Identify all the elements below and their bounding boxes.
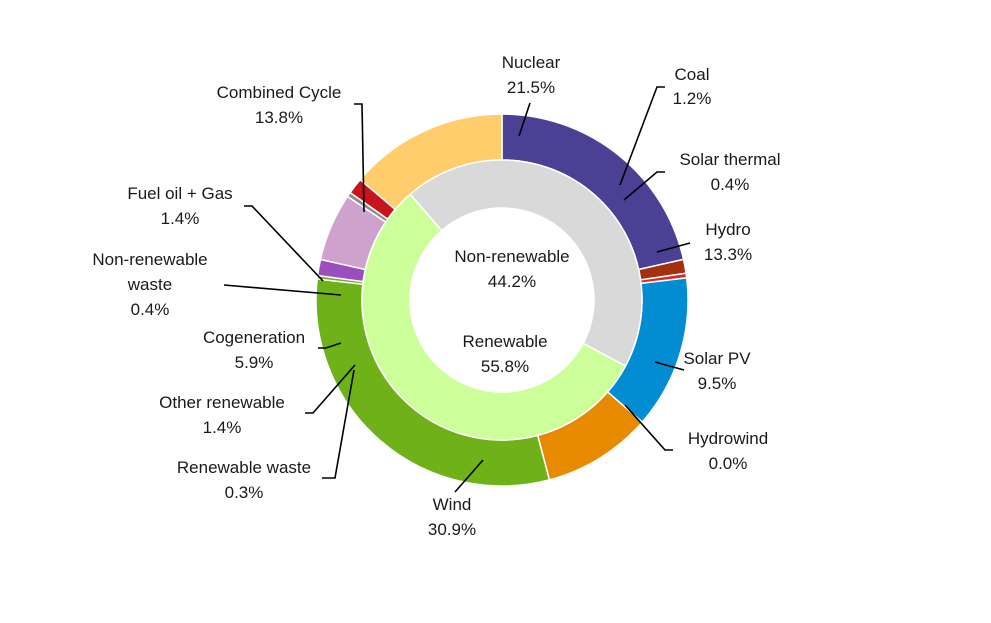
- inner-ring-labels: Non-renewable 44.2% Renewable 55.8%: [454, 247, 569, 376]
- label-other-renewable: Other renewable 1.4%: [159, 393, 285, 437]
- label-name-non-renewable-waste: Non-renewable: [92, 250, 207, 269]
- label-value-cogeneration: 5.9%: [235, 353, 274, 372]
- leader-other-renewable: [305, 364, 356, 414]
- label-name-hydrowind: Hydrowind: [688, 429, 768, 448]
- inner-label-non-renewable: Non-renewable 44.2%: [454, 247, 569, 291]
- label-renewable-waste: Renewable waste 0.3%: [177, 458, 311, 502]
- leader-coal: [619, 86, 665, 186]
- label-value-non-renewable-waste: 0.4%: [131, 300, 170, 319]
- leader-solar-thermal: [623, 171, 665, 201]
- label-name-solar-thermal: Solar thermal: [679, 150, 780, 169]
- leader-nuclear: [518, 102, 531, 137]
- label-value-combined-cycle: 13.8%: [255, 108, 303, 127]
- leader-wind: [454, 459, 484, 493]
- label-value-renewable-waste: 0.3%: [225, 483, 264, 502]
- label-wind: Wind 30.9%: [428, 495, 476, 539]
- label-non-renewable-waste: Non-renewable waste 0.4%: [92, 250, 207, 319]
- label-nuclear: Nuclear 21.5%: [502, 53, 561, 97]
- inner-slice-non-renewable: [409, 159, 643, 368]
- inner-slice-renewable: [361, 193, 627, 441]
- label-name-other-renewable: Other renewable: [159, 393, 285, 412]
- label-value-hydrowind: 0.0%: [709, 454, 748, 473]
- leader-non-renewable-waste: [223, 284, 342, 296]
- label-value-other-renewable: 1.4%: [203, 418, 242, 437]
- label-value-solar-pv: 9.5%: [698, 374, 737, 393]
- label-name-coal: Coal: [675, 65, 710, 84]
- label-name-solar-pv: Solar PV: [683, 349, 751, 368]
- label-solar-pv: Solar PV 9.5%: [683, 349, 751, 393]
- inner-label-renewable: Renewable 55.8%: [462, 332, 547, 376]
- label-value-solar-thermal: 0.4%: [711, 175, 750, 194]
- inner-label-name-renewable: Renewable: [462, 332, 547, 351]
- label-name-combined-cycle: Combined Cycle: [217, 83, 342, 102]
- inner-ring: [361, 159, 643, 441]
- leader-combined-cycle: [354, 103, 365, 213]
- label-hydro: Hydro 13.3%: [704, 220, 752, 264]
- leader-renewable-waste: [322, 369, 355, 479]
- label-name-cogeneration: Cogeneration: [203, 328, 305, 347]
- inner-label-name-non-renewable: Non-renewable: [454, 247, 569, 266]
- label-value-wind: 30.9%: [428, 520, 476, 539]
- label-value-hydro: 13.3%: [704, 245, 752, 264]
- leader-hydrowind: [624, 404, 673, 451]
- inner-label-value-non-renewable: 44.2%: [488, 272, 536, 291]
- leader-cogeneration: [318, 342, 342, 349]
- label-value-coal: 1.2%: [673, 89, 712, 108]
- label-value-nuclear: 21.5%: [507, 78, 555, 97]
- label-name-hydro: Hydro: [705, 220, 750, 239]
- label-solar-thermal: Solar thermal 0.4%: [679, 150, 780, 194]
- label-fuel-oil-gas: Fuel oil + Gas 1.4%: [127, 184, 232, 228]
- label-hydrowind: Hydrowind 0.0%: [688, 429, 768, 473]
- label-name-fuel-oil-gas: Fuel oil + Gas: [127, 184, 232, 203]
- label-name-non-renewable-waste: waste: [127, 275, 172, 294]
- label-coal: Coal 1.2%: [673, 65, 712, 108]
- leader-hydro: [656, 242, 691, 253]
- label-name-renewable-waste: Renewable waste: [177, 458, 311, 477]
- label-cogeneration: Cogeneration 5.9%: [203, 328, 305, 372]
- label-value-fuel-oil-gas: 1.4%: [161, 209, 200, 228]
- slice-labels: Nuclear 21.5% Coal 1.2% Solar thermal 0.4% Hyd…: [92, 53, 780, 539]
- label-combined-cycle: Combined Cycle 13.8%: [217, 83, 342, 127]
- leader-solar-pv: [654, 361, 685, 371]
- leader-fuel-oil-gas: [244, 205, 324, 282]
- label-name-wind: Wind: [433, 495, 472, 514]
- outer-ring: [315, 113, 689, 487]
- leader-lines: [223, 86, 691, 493]
- label-name-nuclear: Nuclear: [502, 53, 561, 72]
- inner-label-value-renewable: 55.8%: [481, 357, 529, 376]
